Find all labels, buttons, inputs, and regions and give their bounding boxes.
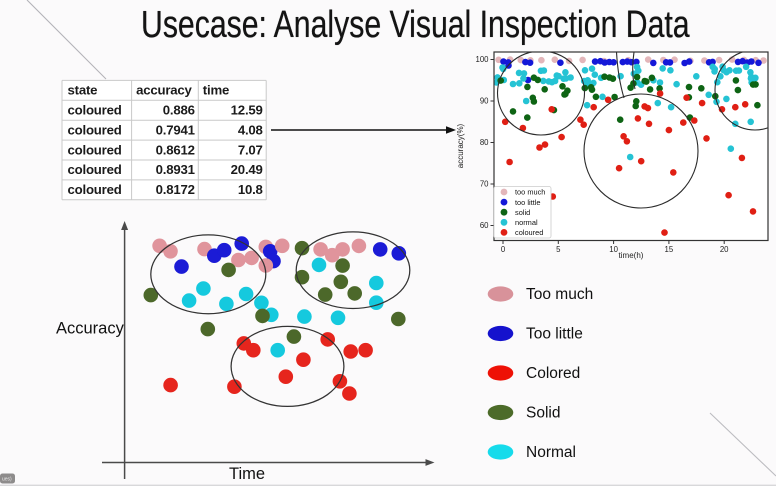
svg-text:Time: Time bbox=[229, 465, 265, 483]
svg-text:12.59: 12.59 bbox=[231, 103, 263, 118]
svg-text:accuracy(%): accuracy(%) bbox=[456, 123, 465, 168]
svg-text:coloured: coloured bbox=[68, 182, 122, 197]
svg-text:too much: too much bbox=[515, 188, 545, 197]
svg-text:solid: solid bbox=[515, 208, 530, 217]
svg-text:20.49: 20.49 bbox=[231, 162, 263, 177]
svg-text:Colored: Colored bbox=[526, 365, 580, 382]
svg-text:0.8931: 0.8931 bbox=[156, 162, 195, 177]
svg-text:90: 90 bbox=[480, 97, 489, 106]
svg-text:ues): ues) bbox=[2, 477, 12, 483]
svg-text:20: 20 bbox=[720, 245, 729, 254]
svg-text:15: 15 bbox=[665, 245, 674, 254]
svg-text:Normal: Normal bbox=[526, 444, 576, 461]
svg-text:coloured: coloured bbox=[68, 162, 122, 177]
svg-text:coloured: coloured bbox=[68, 122, 122, 137]
svg-text:coloured: coloured bbox=[68, 142, 122, 157]
svg-text:7.07: 7.07 bbox=[238, 142, 263, 157]
svg-text:coloured: coloured bbox=[68, 103, 122, 118]
svg-text:0.8172: 0.8172 bbox=[156, 182, 195, 197]
svg-text:60: 60 bbox=[480, 221, 489, 230]
svg-text:70: 70 bbox=[480, 180, 489, 189]
svg-text:100: 100 bbox=[475, 55, 489, 64]
svg-text:0.7941: 0.7941 bbox=[156, 122, 195, 137]
svg-text:state: state bbox=[68, 83, 98, 98]
svg-text:normal: normal bbox=[515, 218, 538, 227]
svg-text:0.8612: 0.8612 bbox=[156, 142, 195, 157]
svg-text:0.886: 0.886 bbox=[163, 103, 195, 118]
svg-text:0: 0 bbox=[501, 245, 506, 254]
svg-text:accuracy: accuracy bbox=[136, 83, 192, 98]
svg-text:Accuracy: Accuracy bbox=[56, 320, 125, 338]
svg-text:5: 5 bbox=[556, 245, 561, 254]
svg-text:time: time bbox=[203, 83, 229, 98]
svg-text:10.8: 10.8 bbox=[238, 182, 263, 197]
svg-text:too little: too little bbox=[515, 198, 540, 207]
svg-text:4.08: 4.08 bbox=[238, 122, 263, 137]
svg-text:Too little: Too little bbox=[526, 326, 583, 343]
svg-text:Too much: Too much bbox=[526, 286, 593, 303]
svg-text:coloured: coloured bbox=[515, 228, 543, 237]
svg-text:time(h): time(h) bbox=[619, 251, 644, 260]
svg-text:Solid: Solid bbox=[526, 405, 560, 422]
svg-text:10: 10 bbox=[609, 245, 618, 254]
svg-text:80: 80 bbox=[480, 138, 489, 147]
